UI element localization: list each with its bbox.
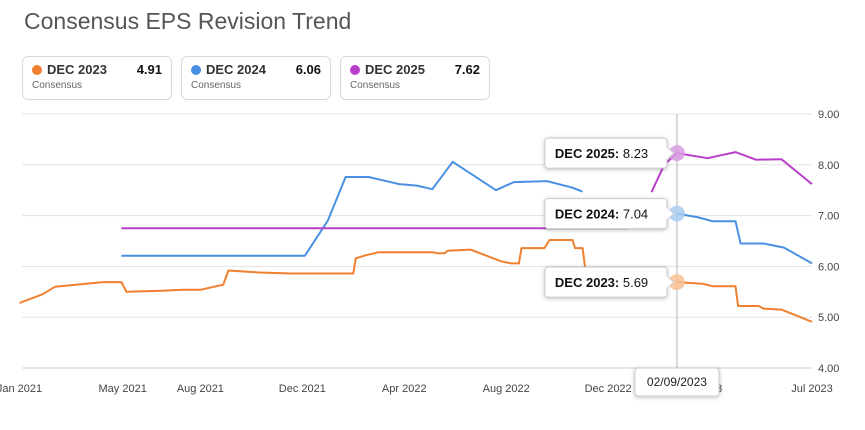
tooltip-text-dec-2024: DEC 2024: 7.04 [555, 207, 648, 222]
y-tick-label-4.00: 4.00 [818, 363, 839, 375]
x-tick-label-2: Aug 2021 [177, 383, 224, 395]
x-tick-label-3: Dec 2021 [279, 383, 326, 395]
legend-value-dec-2023: 4.91 [136, 62, 162, 77]
x-tick-label-4: Apr 2022 [382, 383, 427, 395]
legend-sub-dec-2023: Consensus [32, 80, 83, 91]
series-line-dec-2024-2 [121, 160, 583, 257]
tooltip-value-dec-2023: 5.69 [619, 275, 648, 290]
tooltip-dec-2024: DEC 2024: 7.04 [544, 198, 675, 230]
series-line-dec-2024-3 [676, 212, 813, 265]
y-tick-label-9.00: 9.00 [818, 109, 839, 121]
legend-value-dec-2024: 6.06 [295, 62, 321, 77]
legend-dot-dec-2023 [32, 64, 42, 75]
tooltip-value-dec-2024: 7.04 [619, 207, 648, 222]
legend-dot-dec-2025 [350, 64, 360, 75]
y-tick-label-7.00: 7.00 [818, 211, 839, 223]
legend-name-dec-2023: DEC 2023 [47, 62, 107, 77]
tooltip-series-name-dec-2024: DEC 2024: [555, 207, 619, 222]
y-tick-label-5.00: 5.00 [818, 312, 839, 324]
legend-name-dec-2024: DEC 2024 [206, 62, 266, 77]
hover-marker-dec-2024 [668, 205, 685, 222]
crosshair-date-label: 02/09/2023 [647, 375, 707, 389]
y-tick-label-8.00: 8.00 [818, 160, 839, 172]
tooltip-dec-2023: DEC 2023: 5.69 [544, 266, 675, 298]
tooltip-series-name-dec-2023: DEC 2023: [555, 275, 619, 290]
legend-sub-dec-2025: Consensus [350, 80, 401, 91]
hover-marker-dec-2025 [668, 145, 685, 162]
x-tick-label-1: May 2021 [99, 383, 147, 395]
legend-card-dec-2024[interactable]: DEC 2024 6.06 Consensus [181, 56, 331, 100]
y-tick-label-6.00: 6.00 [818, 261, 839, 273]
x-tick-label-0: Jan 2021 [0, 383, 42, 395]
legend-card-dec-2025[interactable]: DEC 2025 7.62 Consensus [340, 56, 490, 100]
legend-sub-dec-2024: Consensus [191, 80, 242, 91]
tooltip-text-dec-2023: DEC 2023: 5.69 [555, 275, 648, 290]
tooltip-dec-2025: DEC 2025: 8.23 [544, 137, 675, 169]
tooltip-value-dec-2025: 8.23 [619, 146, 648, 161]
crosshair-date-box [634, 367, 720, 397]
x-tick-label-5: Aug 2022 [483, 383, 530, 395]
tooltip-pointer-cover-dec-2025 [665, 147, 668, 159]
legend-dot-dec-2024 [191, 64, 201, 75]
hover-marker-dec-2023 [668, 274, 685, 291]
series-line-dec-2023-1 [676, 281, 813, 323]
tooltip-series-name-dec-2025: DEC 2025: [555, 146, 619, 161]
chart-title: Consensus EPS Revision Trend [24, 8, 352, 34]
tooltip-text-dec-2025: DEC 2025: 8.23 [555, 146, 648, 161]
legend-value-dec-2025: 7.62 [454, 62, 480, 77]
x-tick-label-6: Dec 2022 [585, 383, 632, 395]
series-line-dec-2023-0 [19, 239, 587, 304]
tooltip-pointer-cover-dec-2024 [665, 208, 668, 220]
legend-name-dec-2025: DEC 2025 [365, 62, 425, 77]
x-tick-label-8: Jul 2023 [791, 383, 833, 395]
tooltip-pointer-cover-dec-2023 [665, 276, 668, 288]
legend-card-dec-2023[interactable]: DEC 2023 4.91 Consensus [22, 56, 172, 100]
